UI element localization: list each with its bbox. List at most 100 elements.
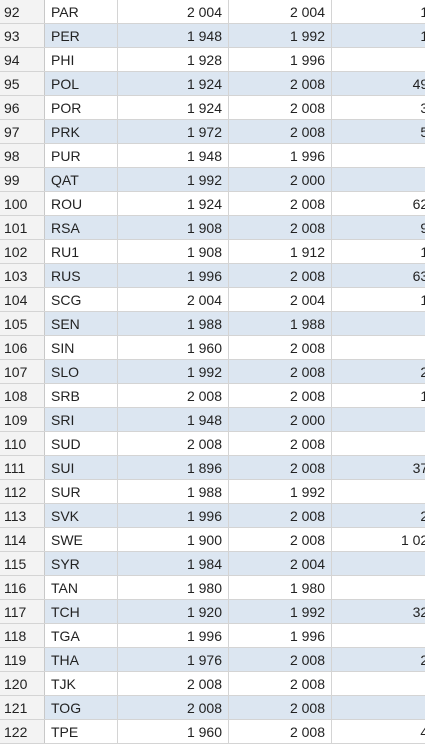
cell-count[interactable]: 638 (331, 263, 425, 288)
cell-count[interactable]: 624 (331, 191, 425, 216)
cell-country-code[interactable]: SCG (44, 287, 118, 312)
cell-first-year[interactable]: 1 924 (117, 71, 229, 96)
cell-first-year[interactable]: 1 948 (117, 407, 229, 432)
cell-country-code[interactable]: PAR (44, 0, 118, 24)
cell-first-year[interactable]: 2 008 (117, 695, 229, 720)
cell-country-code[interactable]: SRB (44, 383, 118, 408)
cell-first-year[interactable]: 2 008 (117, 671, 229, 696)
row-number-header[interactable]: 120 (0, 671, 45, 696)
row-number-header[interactable]: 118 (0, 623, 45, 648)
cell-first-year[interactable]: 1 960 (117, 335, 229, 360)
cell-last-year[interactable]: 2 008 (228, 503, 332, 528)
cell-count[interactable]: 15 (331, 383, 425, 408)
row-number-header[interactable]: 105 (0, 311, 45, 336)
cell-last-year[interactable]: 2 008 (228, 671, 332, 696)
cell-first-year[interactable]: 1 980 (117, 575, 229, 600)
cell-last-year[interactable]: 2 008 (228, 215, 332, 240)
cell-first-year[interactable]: 1 996 (117, 623, 229, 648)
row-number-header[interactable]: 119 (0, 647, 45, 672)
cell-count[interactable]: 52 (331, 119, 425, 144)
row-number-header[interactable]: 115 (0, 551, 45, 576)
cell-first-year[interactable]: 1 988 (117, 479, 229, 504)
cell-first-year[interactable]: 1 900 (117, 527, 229, 552)
cell-count[interactable]: 21 (331, 647, 425, 672)
cell-country-code[interactable]: PER (44, 23, 118, 48)
cell-count[interactable]: 329 (331, 599, 425, 624)
cell-first-year[interactable]: 1 972 (117, 119, 229, 144)
cell-last-year[interactable]: 2 008 (228, 647, 332, 672)
cell-country-code[interactable]: QAT (44, 167, 118, 192)
cell-last-year[interactable]: 2 008 (228, 719, 332, 744)
cell-last-year[interactable]: 2 004 (228, 551, 332, 576)
cell-last-year[interactable]: 1 980 (228, 575, 332, 600)
row-number-header[interactable]: 98 (0, 143, 45, 168)
cell-count[interactable]: 2 (331, 407, 425, 432)
cell-count[interactable]: 1 (331, 623, 425, 648)
cell-last-year[interactable]: 2 000 (228, 167, 332, 192)
cell-count[interactable]: 2 (331, 167, 425, 192)
row-number-header[interactable]: 122 (0, 719, 45, 744)
cell-last-year[interactable]: 2 008 (228, 527, 332, 552)
cell-country-code[interactable]: TJK (44, 671, 118, 696)
cell-last-year[interactable]: 1 996 (228, 143, 332, 168)
row-number-header[interactable]: 106 (0, 335, 45, 360)
row-number-header[interactable]: 114 (0, 527, 45, 552)
cell-country-code[interactable]: THA (44, 647, 118, 672)
row-number-header[interactable]: 104 (0, 287, 45, 312)
row-number-header[interactable]: 101 (0, 215, 45, 240)
cell-country-code[interactable]: PUR (44, 143, 118, 168)
row-number-header[interactable]: 96 (0, 95, 45, 120)
cell-first-year[interactable]: 1 992 (117, 359, 229, 384)
cell-last-year[interactable]: 2 008 (228, 359, 332, 384)
row-number-header[interactable]: 100 (0, 191, 45, 216)
cell-count[interactable]: 4 (331, 335, 425, 360)
cell-last-year[interactable]: 2 008 (228, 191, 332, 216)
cell-last-year[interactable]: 2 008 (228, 95, 332, 120)
cell-first-year[interactable]: 1 924 (117, 95, 229, 120)
row-number-header[interactable]: 94 (0, 47, 45, 72)
cell-country-code[interactable]: SEN (44, 311, 118, 336)
cell-last-year[interactable]: 1 988 (228, 311, 332, 336)
cell-country-code[interactable]: SYR (44, 551, 118, 576)
cell-country-code[interactable]: SUR (44, 479, 118, 504)
cell-country-code[interactable]: POL (44, 71, 118, 96)
cell-country-code[interactable]: SUI (44, 455, 118, 480)
row-number-header[interactable]: 116 (0, 575, 45, 600)
cell-count[interactable]: 499 (331, 71, 425, 96)
cell-count[interactable]: 2 (331, 575, 425, 600)
cell-first-year[interactable]: 1 920 (117, 599, 229, 624)
row-number-header[interactable]: 117 (0, 599, 45, 624)
cell-first-year[interactable]: 1 908 (117, 215, 229, 240)
cell-count[interactable]: 17 (331, 239, 425, 264)
cell-count[interactable]: 31 (331, 95, 425, 120)
cell-first-year[interactable]: 1 988 (117, 311, 229, 336)
cell-last-year[interactable]: 2 008 (228, 455, 332, 480)
cell-count[interactable]: 29 (331, 503, 425, 528)
cell-country-code[interactable]: SVK (44, 503, 118, 528)
cell-country-code[interactable]: PRK (44, 119, 118, 144)
cell-country-code[interactable]: TGA (44, 623, 118, 648)
cell-count[interactable]: 9 (331, 47, 425, 72)
cell-first-year[interactable]: 1 976 (117, 647, 229, 672)
row-number-header[interactable]: 103 (0, 263, 45, 288)
cell-count[interactable]: 376 (331, 455, 425, 480)
cell-count[interactable]: 15 (331, 23, 425, 48)
cell-count[interactable]: 2 (331, 671, 425, 696)
cell-last-year[interactable]: 1 992 (228, 599, 332, 624)
cell-last-year[interactable]: 2 008 (228, 71, 332, 96)
cell-last-year[interactable]: 2 008 (228, 695, 332, 720)
cell-first-year[interactable]: 1 928 (117, 47, 229, 72)
cell-country-code[interactable]: SRI (44, 407, 118, 432)
cell-count[interactable]: 97 (331, 215, 425, 240)
cell-last-year[interactable]: 2 008 (228, 263, 332, 288)
cell-country-code[interactable]: POR (44, 95, 118, 120)
row-number-header[interactable]: 113 (0, 503, 45, 528)
cell-country-code[interactable]: TPE (44, 719, 118, 744)
cell-first-year[interactable]: 2 008 (117, 383, 229, 408)
row-number-header[interactable]: 107 (0, 359, 45, 384)
cell-last-year[interactable]: 2 008 (228, 383, 332, 408)
cell-count[interactable]: 14 (331, 287, 425, 312)
cell-first-year[interactable]: 1 948 (117, 23, 229, 48)
cell-first-year[interactable]: 1 908 (117, 239, 229, 264)
cell-count[interactable]: 21 (331, 359, 425, 384)
